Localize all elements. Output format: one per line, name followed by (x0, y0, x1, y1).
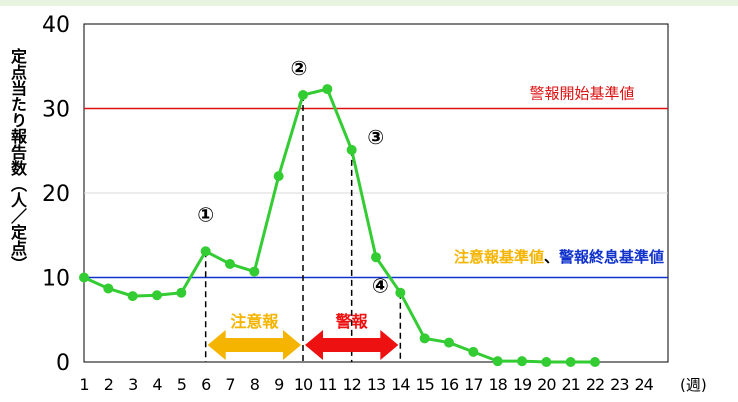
x-axis-unit: (週) (680, 376, 707, 394)
x-tick-label: 24 (634, 375, 653, 394)
data-point (492, 356, 503, 367)
x-tick-label: 22 (586, 375, 604, 394)
y-axis-label: 定点当たり報告数（人／定点） (8, 48, 27, 272)
threshold-label-part: 、 (544, 248, 559, 266)
x-tick-label: 4 (152, 375, 162, 394)
x-tick-label: 18 (488, 375, 507, 394)
data-point (225, 258, 235, 269)
data-point (419, 333, 430, 344)
period-label: 注意報 (230, 312, 279, 331)
y-tick-label: 30 (42, 98, 70, 123)
x-tick-label: 12 (342, 375, 360, 394)
x-tick-label: 16 (440, 375, 459, 394)
x-tick-label: 6 (201, 375, 211, 394)
marker-label-6: ① (197, 202, 214, 226)
y-tick-label: 40 (42, 13, 70, 38)
y-tick-label: 20 (42, 182, 70, 207)
data-point (298, 89, 308, 100)
x-tick-label: 9 (274, 375, 284, 394)
x-tick-label: 19 (513, 375, 532, 394)
x-tick-label: 13 (367, 375, 385, 394)
data-point (322, 84, 333, 95)
y-tick-label: 10 (42, 267, 70, 292)
data-point (79, 272, 89, 283)
data-point (346, 144, 357, 155)
data-point (444, 337, 454, 348)
x-tick-label: 14 (391, 375, 410, 394)
y-tick-label: 0 (56, 351, 70, 376)
data-point (103, 283, 114, 294)
threshold-label: 注意報基準値、警報終息基準値 (454, 248, 664, 266)
x-tick-label: 15 (415, 375, 433, 394)
top-band (0, 0, 738, 6)
period-label: 警報 (335, 312, 369, 331)
x-tick-label: 17 (464, 375, 482, 394)
marker-label-12: ③ (367, 125, 384, 149)
data-point (249, 266, 260, 277)
threshold-label-part: 注意報基準値 (454, 248, 544, 266)
reference-label: 警報開始基準値 (529, 85, 634, 103)
data-point (565, 357, 576, 367)
marker-label-10: ② (291, 56, 308, 80)
data-point (590, 357, 600, 367)
x-tick-label: 3 (128, 375, 137, 394)
series-line (83, 87, 595, 364)
data-point (273, 171, 284, 182)
data-point (468, 346, 479, 357)
x-tick-label: 8 (250, 375, 260, 394)
x-tick-label: 11 (318, 375, 336, 394)
x-tick-label: 10 (294, 375, 313, 394)
data-point (200, 246, 211, 257)
data-point (176, 287, 187, 298)
data-point (517, 356, 527, 367)
data-point (127, 291, 138, 302)
x-tick-label: 23 (610, 375, 628, 394)
x-tick-label: 5 (177, 375, 186, 394)
data-point (541, 357, 552, 367)
x-tick-label: 21 (561, 375, 579, 394)
period-arrow (207, 330, 301, 360)
x-tick-label: 1 (79, 375, 88, 394)
data-point (371, 252, 381, 263)
data-point (395, 287, 406, 298)
x-tick-label: 7 (225, 375, 234, 394)
x-tick-label: 2 (104, 375, 113, 394)
threshold-label-part: 警報終息基準値 (558, 248, 664, 266)
marker-label-14: ④ (372, 274, 389, 298)
data-point (152, 290, 162, 301)
x-tick-label: 20 (537, 375, 556, 394)
period-arrow (305, 330, 399, 360)
